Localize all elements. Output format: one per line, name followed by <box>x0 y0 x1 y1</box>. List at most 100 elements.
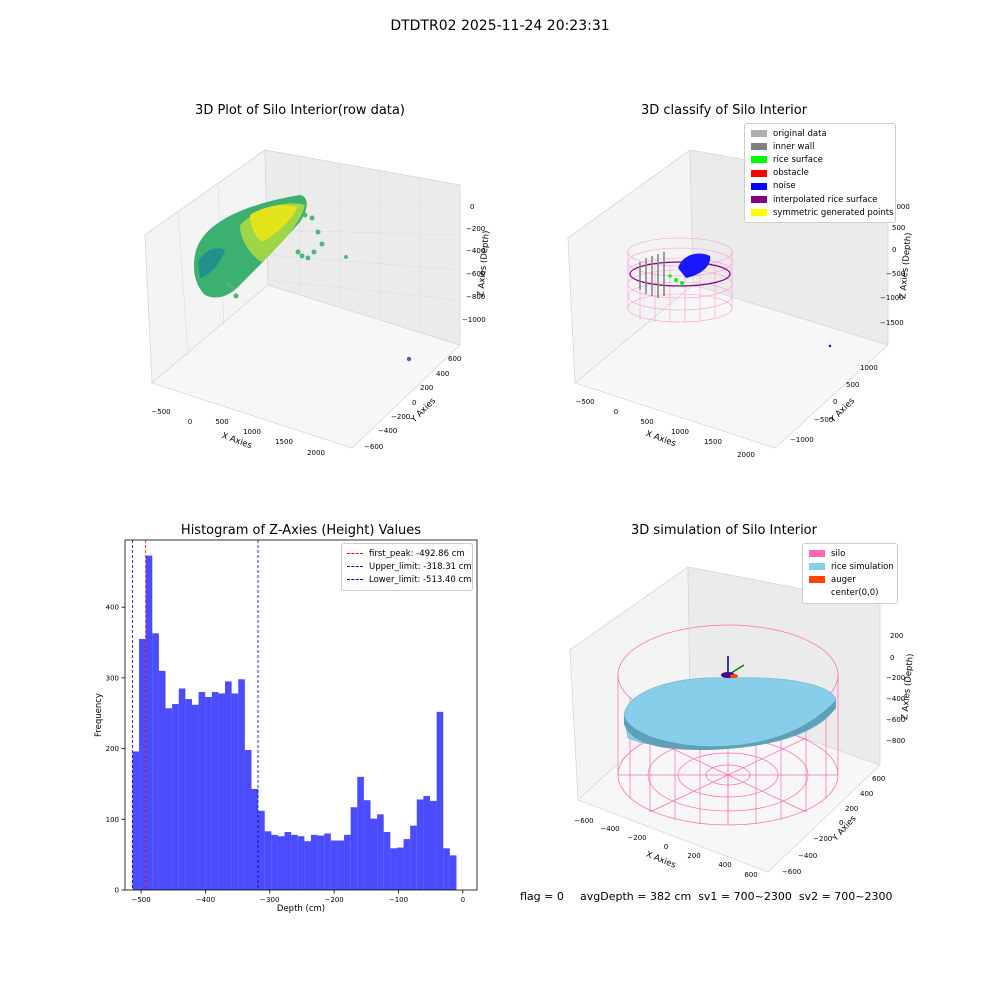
histogram-bar <box>132 751 140 890</box>
histogram-xtick-label: 0 <box>461 896 465 904</box>
sim-ytick-1: 400 <box>860 790 873 798</box>
sim-zlabel: Z Axies (Depth) <box>900 653 916 720</box>
histogram-bar <box>304 841 311 890</box>
histogram-bar <box>277 836 285 890</box>
histogram-bar <box>430 800 437 890</box>
histogram-bar <box>383 832 391 890</box>
histogram-bar <box>178 688 186 890</box>
cls-xtick-4: 1500 <box>704 438 722 446</box>
cls-ytick-3: −500 <box>814 416 833 424</box>
raw-xtick-3: 1000 <box>243 428 261 436</box>
histogram-bar <box>363 800 371 890</box>
simulation-3d-plot: −600 −400 −200 0 200 400 600 X Axies 600… <box>569 566 916 879</box>
histogram-bar <box>390 848 397 890</box>
histogram-xtick-label: −400 <box>196 896 215 904</box>
classify-legend-item: inner wall <box>751 140 889 153</box>
legend-swatch <box>751 209 767 217</box>
simulation-legend: silo rice simulation auger center(0,0) <box>802 543 898 604</box>
histogram-bar <box>264 831 272 890</box>
histogram-bar <box>443 848 450 890</box>
histogram-xtick-label: −300 <box>260 896 279 904</box>
histogram-ylabel: Frequency <box>94 693 104 737</box>
histogram-bar <box>344 834 351 890</box>
legend-swatch <box>751 196 767 204</box>
legend-swatch <box>809 576 825 584</box>
sim-ytick-3: 0 <box>839 819 843 827</box>
histogram-bar <box>251 788 259 890</box>
histogram-xtick-label: −500 <box>131 896 150 904</box>
raw-xtick-1: 0 <box>188 418 192 426</box>
histogram-xlabel: Depth (cm) <box>277 904 325 914</box>
legend-label: original data <box>773 128 827 139</box>
histogram-y-ticks: 0 100 200 300 400 <box>106 604 125 895</box>
histogram-bar <box>350 807 358 890</box>
legend-line <box>347 579 363 581</box>
classify-interpolated-surface <box>629 261 731 287</box>
legend-swatch <box>751 169 767 177</box>
histogram-bar <box>205 696 212 890</box>
histogram-bar <box>423 795 431 890</box>
legend-label: inner wall <box>773 141 815 152</box>
cls-ytick-0: 1000 <box>860 364 878 372</box>
histogram-legend-item: first_peak: -492.86 cm <box>347 547 467 560</box>
sim-xtick-5: 400 <box>718 861 731 869</box>
raw-zlabel: Z Axies (Depth) <box>476 230 492 297</box>
histogram-bar <box>403 839 411 890</box>
raw-3d-plot: −500 0 500 1000 1500 2000 X Axies 600 40… <box>144 149 492 457</box>
raw-ztick-5: −1000 <box>462 316 486 324</box>
histogram-bar <box>198 692 206 890</box>
histogram-bar <box>284 832 292 890</box>
cls-ylabel: Y Axies <box>827 396 857 426</box>
sim-y-ticks: 600 400 200 0 −200 −400 −600 <box>782 775 885 876</box>
legend-label: center(0,0) <box>831 588 879 599</box>
histogram-bar <box>145 555 153 890</box>
histogram-bar <box>139 638 146 890</box>
histogram-bar <box>244 750 252 890</box>
cls-xtick-2: 500 <box>640 418 653 426</box>
legend-line <box>347 553 363 555</box>
histogram-bar <box>436 711 444 890</box>
classify-legend: original data inner wall rice surface ob… <box>744 123 896 224</box>
histogram-bar <box>357 776 364 890</box>
raw-y-ticks: 600 400 200 0 −200 −400 −600 <box>364 355 461 451</box>
raw-xtick-2: 500 <box>215 418 228 426</box>
legend-label: silo <box>831 548 846 559</box>
classify-noise-cluster <box>678 253 711 278</box>
histogram-bar <box>337 840 345 890</box>
histogram-chart: −500 −400 −300 −200 −100 0 0 100 200 300 400 Dept… <box>94 539 478 914</box>
sim-rice-surface-edge <box>624 700 836 750</box>
raw-z-ticks: 0 −200 −400 −600 −800 −1000 <box>462 203 486 324</box>
legend-label: noise <box>773 181 796 192</box>
histogram-bar <box>185 699 192 890</box>
histogram-bar <box>172 704 179 890</box>
histogram-ytick-label: 300 <box>106 674 119 682</box>
histogram-bar <box>370 818 378 890</box>
legend-label: symmetric generated points <box>773 207 894 218</box>
cls-ytick-2: 0 <box>833 398 837 406</box>
cls-ytick-4: −1000 <box>790 436 814 444</box>
histogram-bar <box>211 692 219 890</box>
cls-ztick-3: −500 <box>886 270 905 278</box>
simulation-legend-item: auger <box>809 573 891 586</box>
histogram-bar <box>152 633 159 890</box>
histogram-bar <box>238 679 245 890</box>
sim-ztick-1: 0 <box>890 654 894 662</box>
histogram-bar <box>258 810 265 890</box>
sim-xtick-2: −200 <box>627 834 646 842</box>
classify-noise-outlier <box>828 344 832 348</box>
classify-legend-item: obstacle <box>751 167 889 180</box>
status-avg-depth: avgDepth = 382 cm sv1 = 700~2300 sv2 = 7… <box>580 890 893 903</box>
sim-ytick-6: −600 <box>782 868 801 876</box>
histogram-bar <box>291 834 298 890</box>
cls-xtick-3: 1000 <box>671 428 689 436</box>
histogram-bar <box>158 670 166 890</box>
raw-ytick-1: 400 <box>436 370 449 378</box>
cls-ztick-0: 1000 <box>892 203 910 211</box>
sim-ytick-5: −400 <box>798 852 817 860</box>
classify-legend-item: noise <box>751 180 889 193</box>
raw-xtick-5: 2000 <box>307 449 325 457</box>
legend-line <box>347 566 363 568</box>
classify-z-ticks: 1000 500 0 −500 −1000 −1500 <box>880 203 910 327</box>
legend-label: first_peak: -492.86 cm <box>369 548 465 559</box>
raw-x-ticks: −500 0 500 1000 1500 2000 <box>151 408 325 457</box>
